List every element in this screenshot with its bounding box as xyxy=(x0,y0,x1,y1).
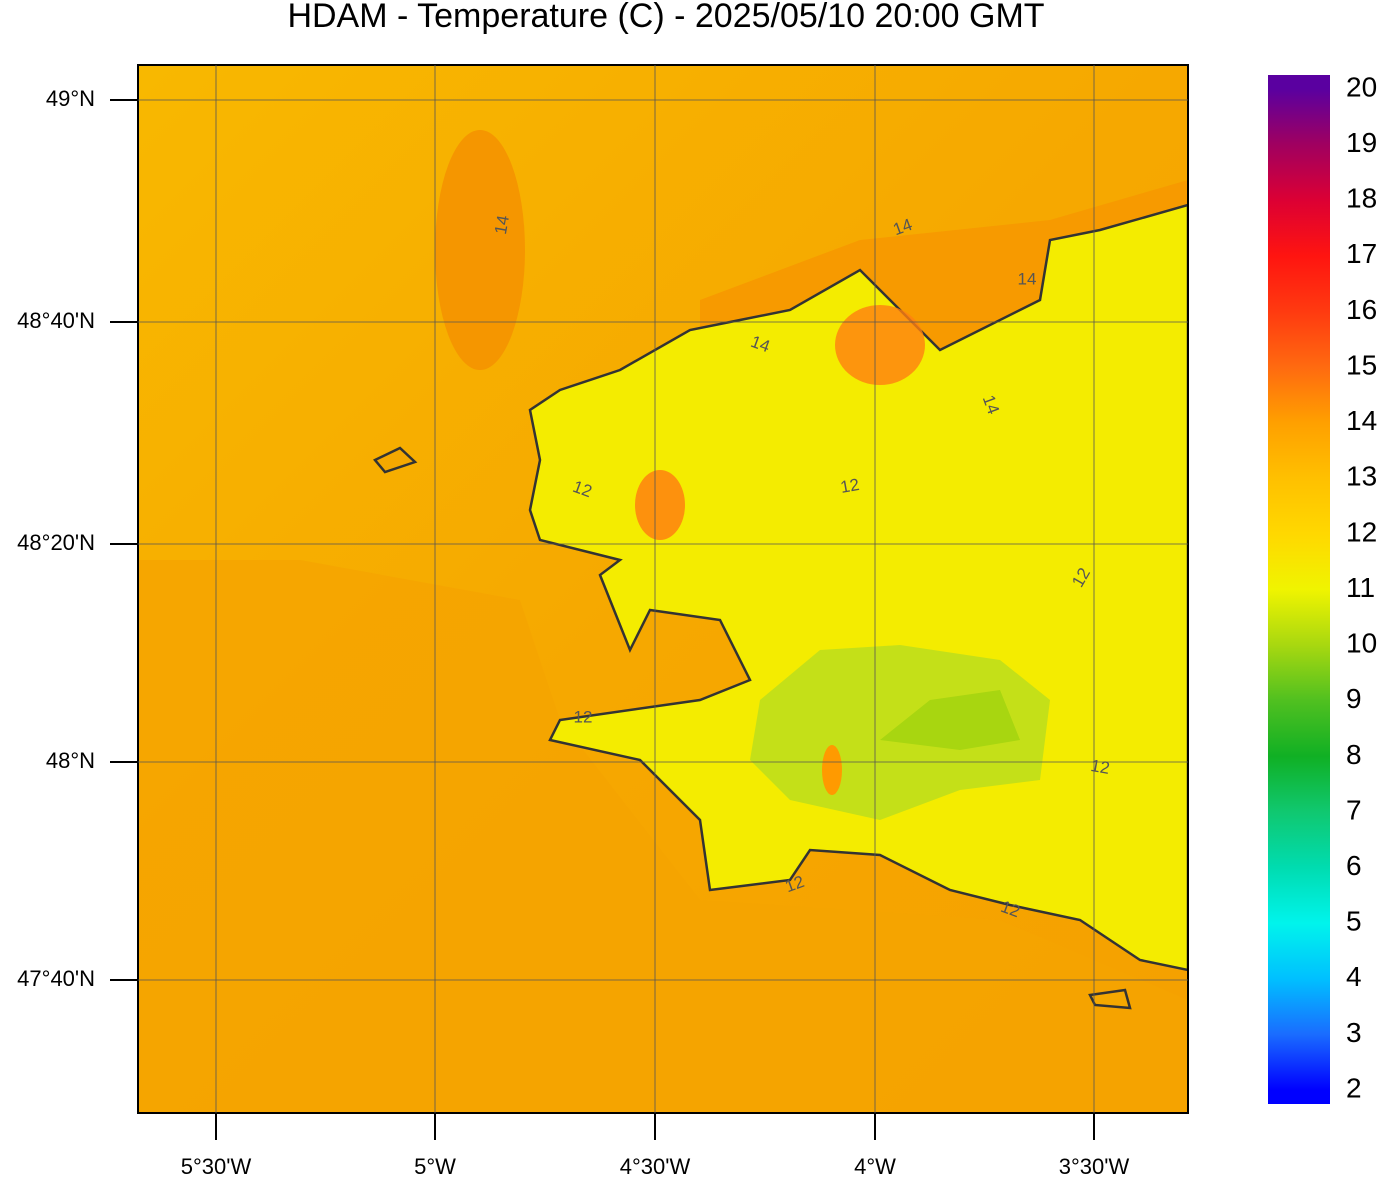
lat-label: 48°N xyxy=(46,748,95,773)
colorbar-tick-label: 13 xyxy=(1346,461,1377,492)
field-region xyxy=(635,470,685,540)
colorbar-tick-label: 4 xyxy=(1346,961,1362,992)
lon-label: 4°W xyxy=(854,1154,896,1179)
colorbar-tick-label: 20 xyxy=(1346,71,1377,102)
map-frame xyxy=(137,64,1189,1114)
field-region xyxy=(880,690,1020,750)
lon-label: 5°30'W xyxy=(181,1154,252,1179)
colorbar-tick-label: 6 xyxy=(1346,850,1362,881)
lon-label: 3°30'W xyxy=(1059,1154,1130,1179)
field-region xyxy=(835,305,925,385)
colorbar-tick-label: 14 xyxy=(1346,405,1377,436)
colorbar-tick-label: 11 xyxy=(1346,572,1375,603)
island xyxy=(373,446,1132,1010)
contour-label: 12 xyxy=(839,475,861,497)
colorbar-tick-label: 2 xyxy=(1346,1072,1362,1103)
colorbar-tick-label: 16 xyxy=(1346,294,1377,325)
title: HDAM - Temperature (C) - 2025/05/10 20:0… xyxy=(287,0,1044,35)
colorbar-tick-label: 7 xyxy=(1346,794,1362,825)
colorbar-tick-label: 12 xyxy=(1346,516,1377,547)
field-region xyxy=(138,560,1188,1113)
colorbar-tick-label: 8 xyxy=(1346,739,1362,770)
colorbar-tick-label: 9 xyxy=(1346,683,1362,714)
colorbar-tick-label: 3 xyxy=(1346,1017,1362,1048)
lat-label: 47°40'N xyxy=(17,966,95,991)
colorbar-tick-label: 10 xyxy=(1346,628,1377,659)
lat-label: 48°20'N xyxy=(17,530,95,555)
lon-label: 4°30'W xyxy=(620,1154,691,1179)
lon-label: 5°W xyxy=(414,1154,456,1179)
colorbar-tick-label: 15 xyxy=(1346,349,1377,380)
contour-label: 12 xyxy=(574,707,593,726)
field-region xyxy=(435,130,525,370)
colorbar-tick-label: 5 xyxy=(1346,906,1362,937)
colorbar-tick-label: 18 xyxy=(1346,183,1377,214)
contour-label: 14 xyxy=(1018,269,1037,288)
colorbar-tick-label: 19 xyxy=(1346,127,1377,158)
contour-label: 14 xyxy=(491,214,513,236)
lat-label: 49°N xyxy=(46,86,95,111)
contour-label: 12 xyxy=(1089,756,1111,778)
field-region xyxy=(822,745,842,795)
colorbar xyxy=(1268,75,1330,1104)
lat-label: 48°40'N xyxy=(17,308,95,333)
colorbar-tick-label: 17 xyxy=(1346,238,1377,269)
